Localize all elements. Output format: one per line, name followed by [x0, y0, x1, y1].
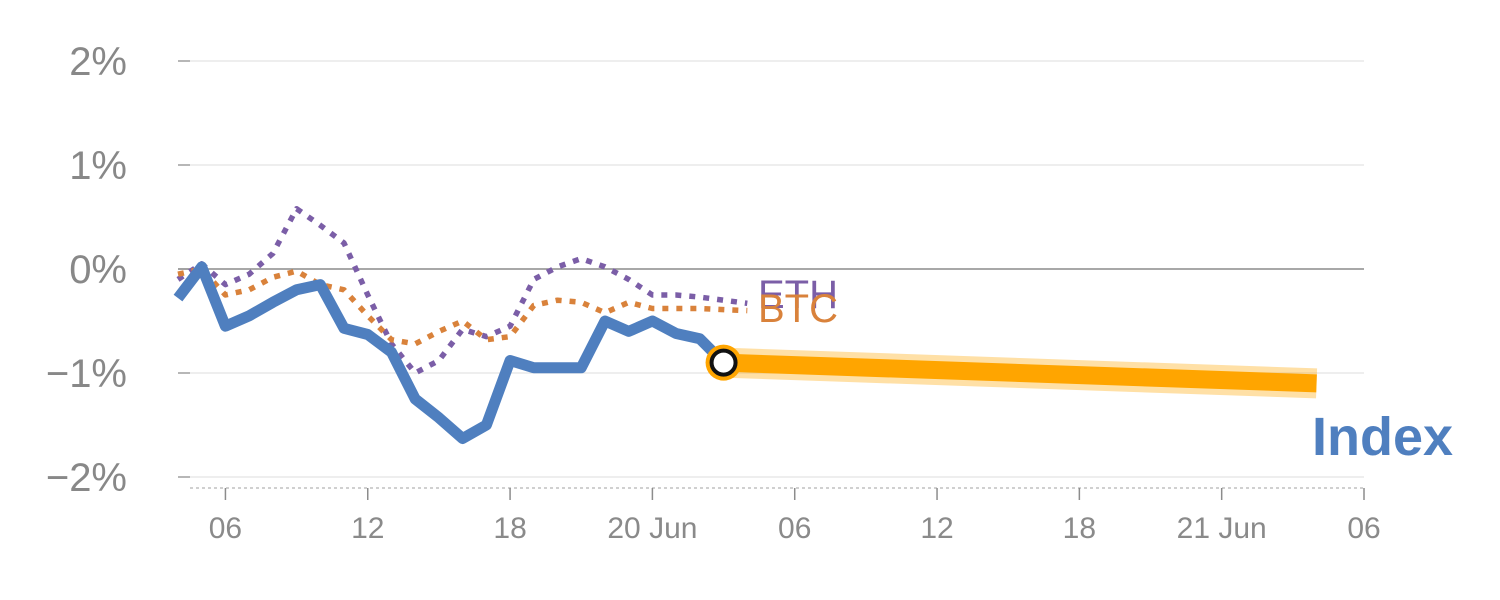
index-series-line: [173, 261, 728, 444]
forecast-line: [723, 353, 1317, 393]
y-tick-label: 0%: [69, 248, 127, 292]
btc-series-line: [177, 266, 748, 347]
y-tick-label: −1%: [46, 352, 127, 396]
label-layer: ETH BTC Index: [758, 273, 1453, 467]
x-tick-label: 06: [1347, 512, 1380, 545]
index-series-label: Index: [1312, 407, 1453, 467]
x-tick-label: 12: [351, 512, 384, 545]
btc-series-label: BTC: [758, 287, 838, 331]
current-marker: [709, 348, 738, 377]
eth-series-label: ETH: [758, 273, 838, 317]
series-layer: [173, 205, 1318, 444]
eth-series-line: [176, 205, 748, 376]
x-tick-label: 21 Jun: [1177, 512, 1267, 545]
x-tick-label: 06: [209, 512, 242, 545]
x-tick-label: 18: [493, 512, 526, 545]
axis-layer: 2% 1% 0% −1% −2% 06 12 18 20 Jun 06 12 18 21 Jun 06: [46, 40, 1381, 545]
x-tick-label: 18: [1063, 512, 1096, 545]
x-tick-label: 12: [920, 512, 953, 545]
x-tick-label: 20 Jun: [607, 512, 697, 545]
y-tick-label: −2%: [46, 456, 127, 500]
x-tick-label: 06: [778, 512, 811, 545]
y-tick-label: 2%: [69, 40, 127, 84]
y-tick-label: 1%: [69, 144, 127, 188]
